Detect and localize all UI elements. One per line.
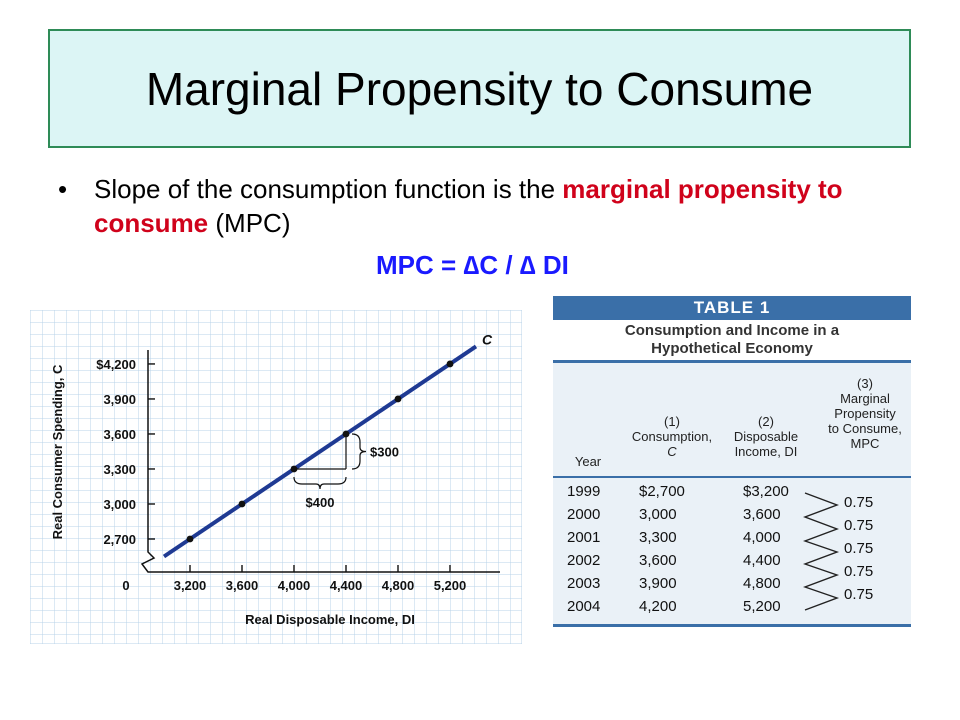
cell-year: 2003 (567, 575, 601, 592)
cell-di: 4,000 (743, 529, 781, 546)
cell-c: 3,300 (639, 529, 677, 546)
cell-year: 1999 (567, 483, 601, 500)
bullet-text-post: (MPC) (208, 208, 291, 238)
col1-line2: C (667, 444, 677, 459)
col3-line2: Propensity (834, 406, 896, 421)
cell-mpc: 0.75 (844, 494, 874, 511)
table-caption-line2: Hypothetical Economy (651, 340, 813, 357)
col-header-disposable-income: (2) Disposable Income, DI (721, 414, 811, 459)
data-point (446, 360, 454, 368)
col2-number: (2) (758, 414, 774, 429)
col3-line1: Marginal (840, 391, 890, 406)
chart-svg: 3,200 3,600 4,000 4,400 4,800 5,200 2,700 3,000… (29, 309, 523, 645)
cell-year: 2002 (567, 552, 601, 569)
run-annotation: $400 (306, 495, 335, 510)
x-tick-label: 4,000 (278, 578, 311, 593)
rise-bracket (351, 433, 367, 470)
col-header-year: Year (574, 454, 602, 469)
cell-di: $3,200 (743, 483, 789, 500)
cell-c: 3,600 (639, 552, 677, 569)
cell-c: 3,000 (639, 506, 677, 523)
y-tick-label: 3,600 (103, 427, 136, 442)
cell-di: 3,600 (743, 506, 781, 523)
x-tick-label: 3,600 (226, 578, 259, 593)
cell-di: 4,400 (743, 552, 781, 569)
y-axis-label: Real Consumer Spending, C (50, 364, 65, 539)
x-tick-label: 4,400 (330, 578, 363, 593)
table-caption-line1: Consumption and Income in a (624, 322, 840, 339)
y-tick-label: 3,900 (103, 392, 136, 407)
bullet-marker: • (58, 174, 68, 204)
y-tick-label: 3,300 (103, 462, 136, 477)
table-header-rule (553, 476, 911, 478)
consumption-chart: 3,200 3,600 4,000 4,400 4,800 5,200 2,700 3,000… (29, 309, 523, 645)
col2-line2: Income, DI (734, 444, 798, 459)
cell-year: 2001 (567, 529, 601, 546)
mpc-formula: MPC = ∆C / ∆ DI (376, 250, 569, 280)
consumption-line (162, 344, 478, 559)
x-tick-label: 4,800 (382, 578, 415, 593)
col1-line1: Consumption, (631, 429, 713, 444)
col3-line4: MPC (850, 436, 880, 451)
bullet-point: • Slope of the consumption function is t… (58, 172, 878, 240)
chart-axes (140, 350, 500, 573)
col2-line1: Disposable (733, 429, 799, 444)
cell-c: 4,200 (639, 598, 677, 615)
page-title: Marginal Propensity to Consume (145, 62, 814, 115)
chart-grid-background (29, 309, 523, 645)
table-1: TABLE 1 Consumption and Income in a Hypo… (553, 296, 911, 627)
bullet-highlight: marginal propensity to consume (94, 174, 843, 238)
cell-mpc: 0.75 (844, 540, 874, 557)
cell-di: 5,200 (743, 598, 781, 615)
x-axis-label: Real Disposable Income, DI (245, 612, 415, 627)
bullet-text-pre: Slope of the consumption function is the (94, 174, 563, 204)
table-caption: Consumption and Income in a Hypothetical… (553, 322, 911, 358)
col3-number: (3) (857, 376, 873, 391)
title-box: Marginal Propensity to Consume (48, 29, 911, 148)
data-point (186, 535, 194, 543)
x-tick-label: 3,200 (174, 578, 207, 593)
col1-number: (1) (664, 414, 680, 429)
y-tick-label: 3,000 (103, 497, 136, 512)
rise-annotation: $300 (370, 444, 399, 459)
y-tick-label: $4,200 (96, 357, 136, 372)
table-bottom-rule (553, 624, 911, 627)
y-tick-label: 2,700 (103, 532, 136, 547)
table-top-rule (553, 360, 911, 363)
cell-mpc: 0.75 (844, 586, 874, 603)
cell-c: $2,700 (639, 483, 685, 500)
origin-label: 0 (122, 578, 129, 593)
col-header-consumption: (1) Consumption, C (627, 414, 717, 459)
table-header: TABLE 1 (553, 296, 911, 320)
x-tick-label: 5,200 (434, 578, 467, 593)
series-label: C (482, 331, 493, 347)
cell-c: 3,900 (639, 575, 677, 592)
data-point (238, 500, 246, 508)
cell-mpc: 0.75 (844, 517, 874, 534)
mpc-zigzag-brackets (803, 492, 840, 611)
bullet-text: Slope of the consumption function is the… (94, 172, 878, 240)
col3-line3: to Consume, (828, 421, 902, 436)
cell-year: 2004 (567, 598, 601, 615)
data-point (394, 395, 402, 403)
col-header-mpc: (3) Marginal Propensity to Consume, MPC (823, 376, 907, 451)
cell-year: 2000 (567, 506, 601, 523)
table-body-band (553, 360, 911, 624)
cell-mpc: 0.75 (844, 563, 874, 580)
cell-di: 4,800 (743, 575, 781, 592)
